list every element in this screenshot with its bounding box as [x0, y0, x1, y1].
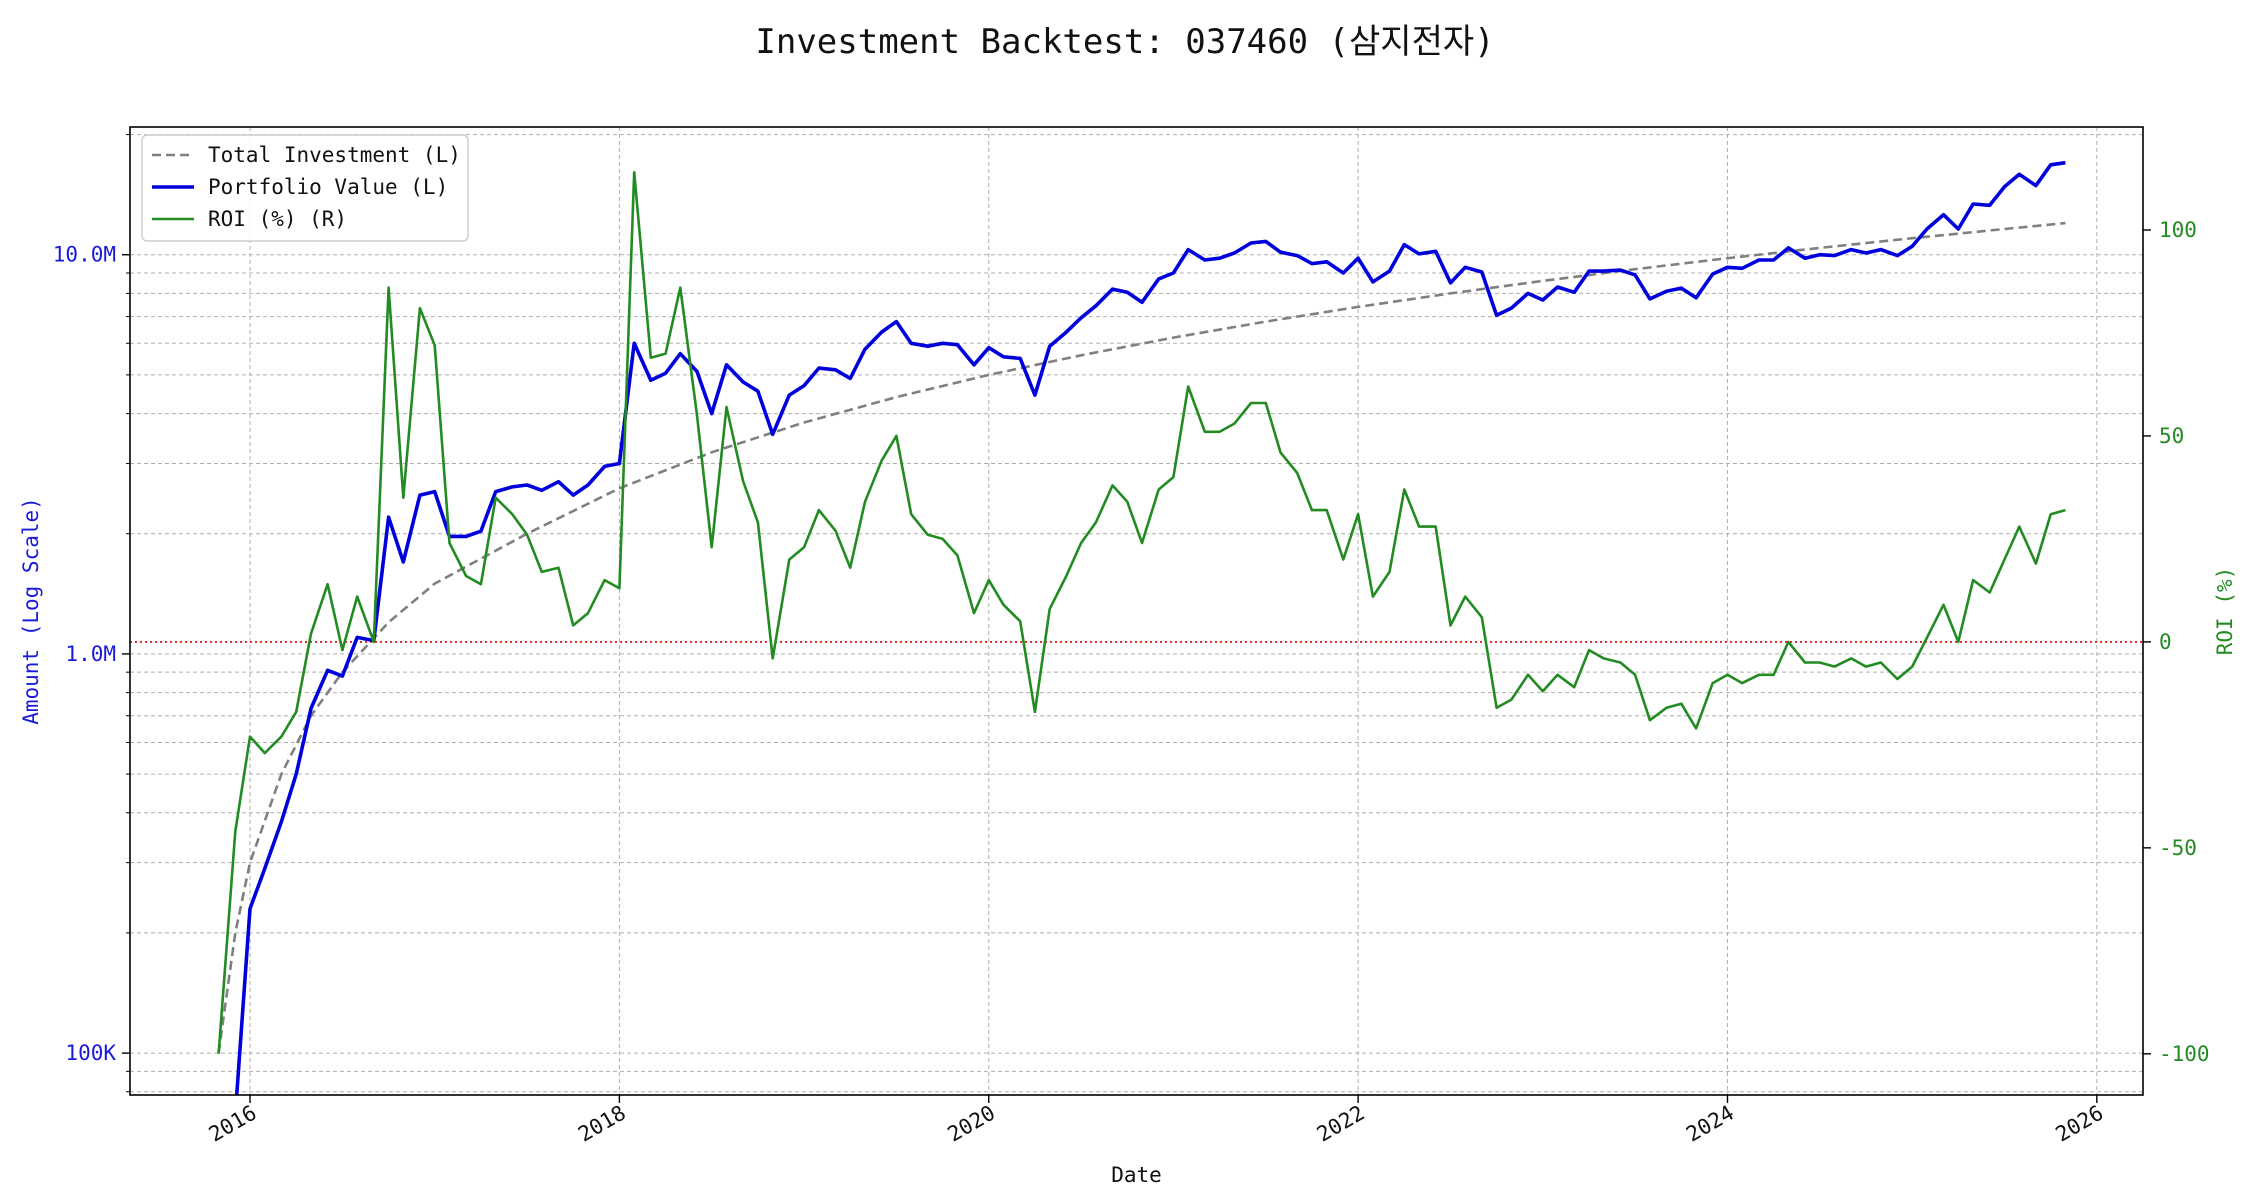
x-tick-label: 2024 [1682, 1101, 1738, 1147]
series-layer [217, 160, 2066, 1095]
y-right-tick-label: -50 [2159, 836, 2197, 860]
y-left-tick-label: 10.0M [53, 243, 116, 267]
x-tick-label: 2018 [574, 1101, 630, 1147]
x-tick-label: 2020 [943, 1101, 999, 1147]
y-left-tick-label: 100K [65, 1041, 116, 1065]
series-line-roi [217, 171, 2066, 1054]
x-tick-label: 2022 [1313, 1101, 1369, 1147]
chart-title: Investment Backtest: 037460 (삼지전자) [755, 22, 1495, 62]
y-right-tick-label: 50 [2159, 424, 2184, 448]
y-axis-left-label: Amount (Log Scale) [19, 497, 43, 725]
x-tick-label: 2026 [2052, 1101, 2108, 1147]
y-axis-right-label: ROI (%) [2213, 567, 2237, 656]
legend-label: Total Investment (L) [208, 143, 461, 167]
legend: Total Investment (L) Portfolio Value (L) R… [141, 134, 469, 242]
series-line-total-investment [217, 221, 2066, 1054]
legend-label: Portfolio Value (L) [208, 175, 448, 199]
y-right-tick-label: -100 [2159, 1042, 2210, 1066]
plot-frame [129, 126, 2144, 1096]
legend-box [141, 134, 469, 242]
axis-layer: 2016 2018 2020 2022 2024 2026 100K 1.0M 10.0M -10… [53, 134, 2210, 1147]
y-left-tick-label: 1.0M [65, 642, 116, 666]
legend-label: ROI (%) (R) [208, 207, 347, 231]
y-right-tick-label: 0 [2159, 630, 2172, 654]
x-axis-label: Date [1111, 1163, 1162, 1187]
x-tick-label: 2016 [205, 1101, 261, 1147]
grid-layer [130, 127, 2143, 1095]
series-line-portfolio-value [234, 160, 2066, 1095]
y-right-tick-label: 100 [2159, 218, 2197, 242]
